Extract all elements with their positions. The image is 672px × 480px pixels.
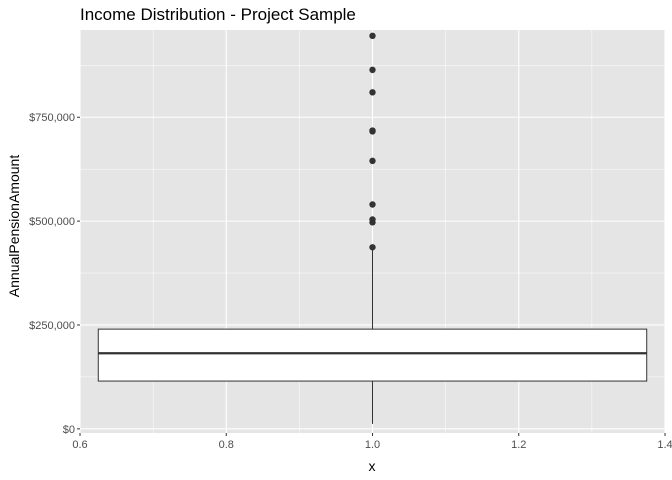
outlier-point [369,201,376,208]
x-tick-label: 1.0 [365,439,380,451]
outlier-points [369,32,376,251]
outlier-point [369,244,376,251]
x-tick-label: 0.6 [72,439,87,451]
x-axis-title: x [369,458,376,474]
box-iqr [97,328,648,382]
outlier-point [369,66,376,74]
outlier-point [369,89,376,96]
chart-title: Income Distribution - Project Sample [80,5,356,24]
outlier-point [369,216,376,223]
x-tick-label: 0.8 [219,439,234,451]
boxplot-group [97,249,648,424]
y-axis-title: AnnualPensionAmount [6,155,22,298]
y-axis-ticks: $0 $250,000 $500,000 $750,000 [29,112,80,436]
x-tick-label: 1.2 [511,439,526,451]
outlier-point [369,157,376,165]
x-axis-ticks: 0.6 0.8 1.0 1.2 1.4 [72,433,672,451]
y-tick-label: $750,000 [29,112,75,124]
x-tick-label: 1.4 [657,439,672,451]
outlier-point [369,127,376,134]
outlier-point [369,32,376,40]
y-tick-label: $250,000 [29,320,75,332]
y-tick-label: $500,000 [29,216,75,228]
y-tick-label: $0 [63,424,75,436]
